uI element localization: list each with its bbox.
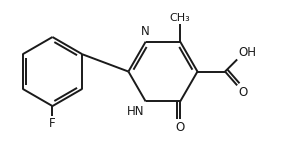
Text: F: F	[49, 117, 56, 130]
Text: N: N	[141, 25, 150, 38]
Text: O: O	[176, 121, 185, 134]
Text: O: O	[238, 86, 247, 99]
Text: HN: HN	[127, 105, 145, 118]
Text: CH₃: CH₃	[170, 13, 191, 23]
Text: OH: OH	[238, 46, 256, 59]
